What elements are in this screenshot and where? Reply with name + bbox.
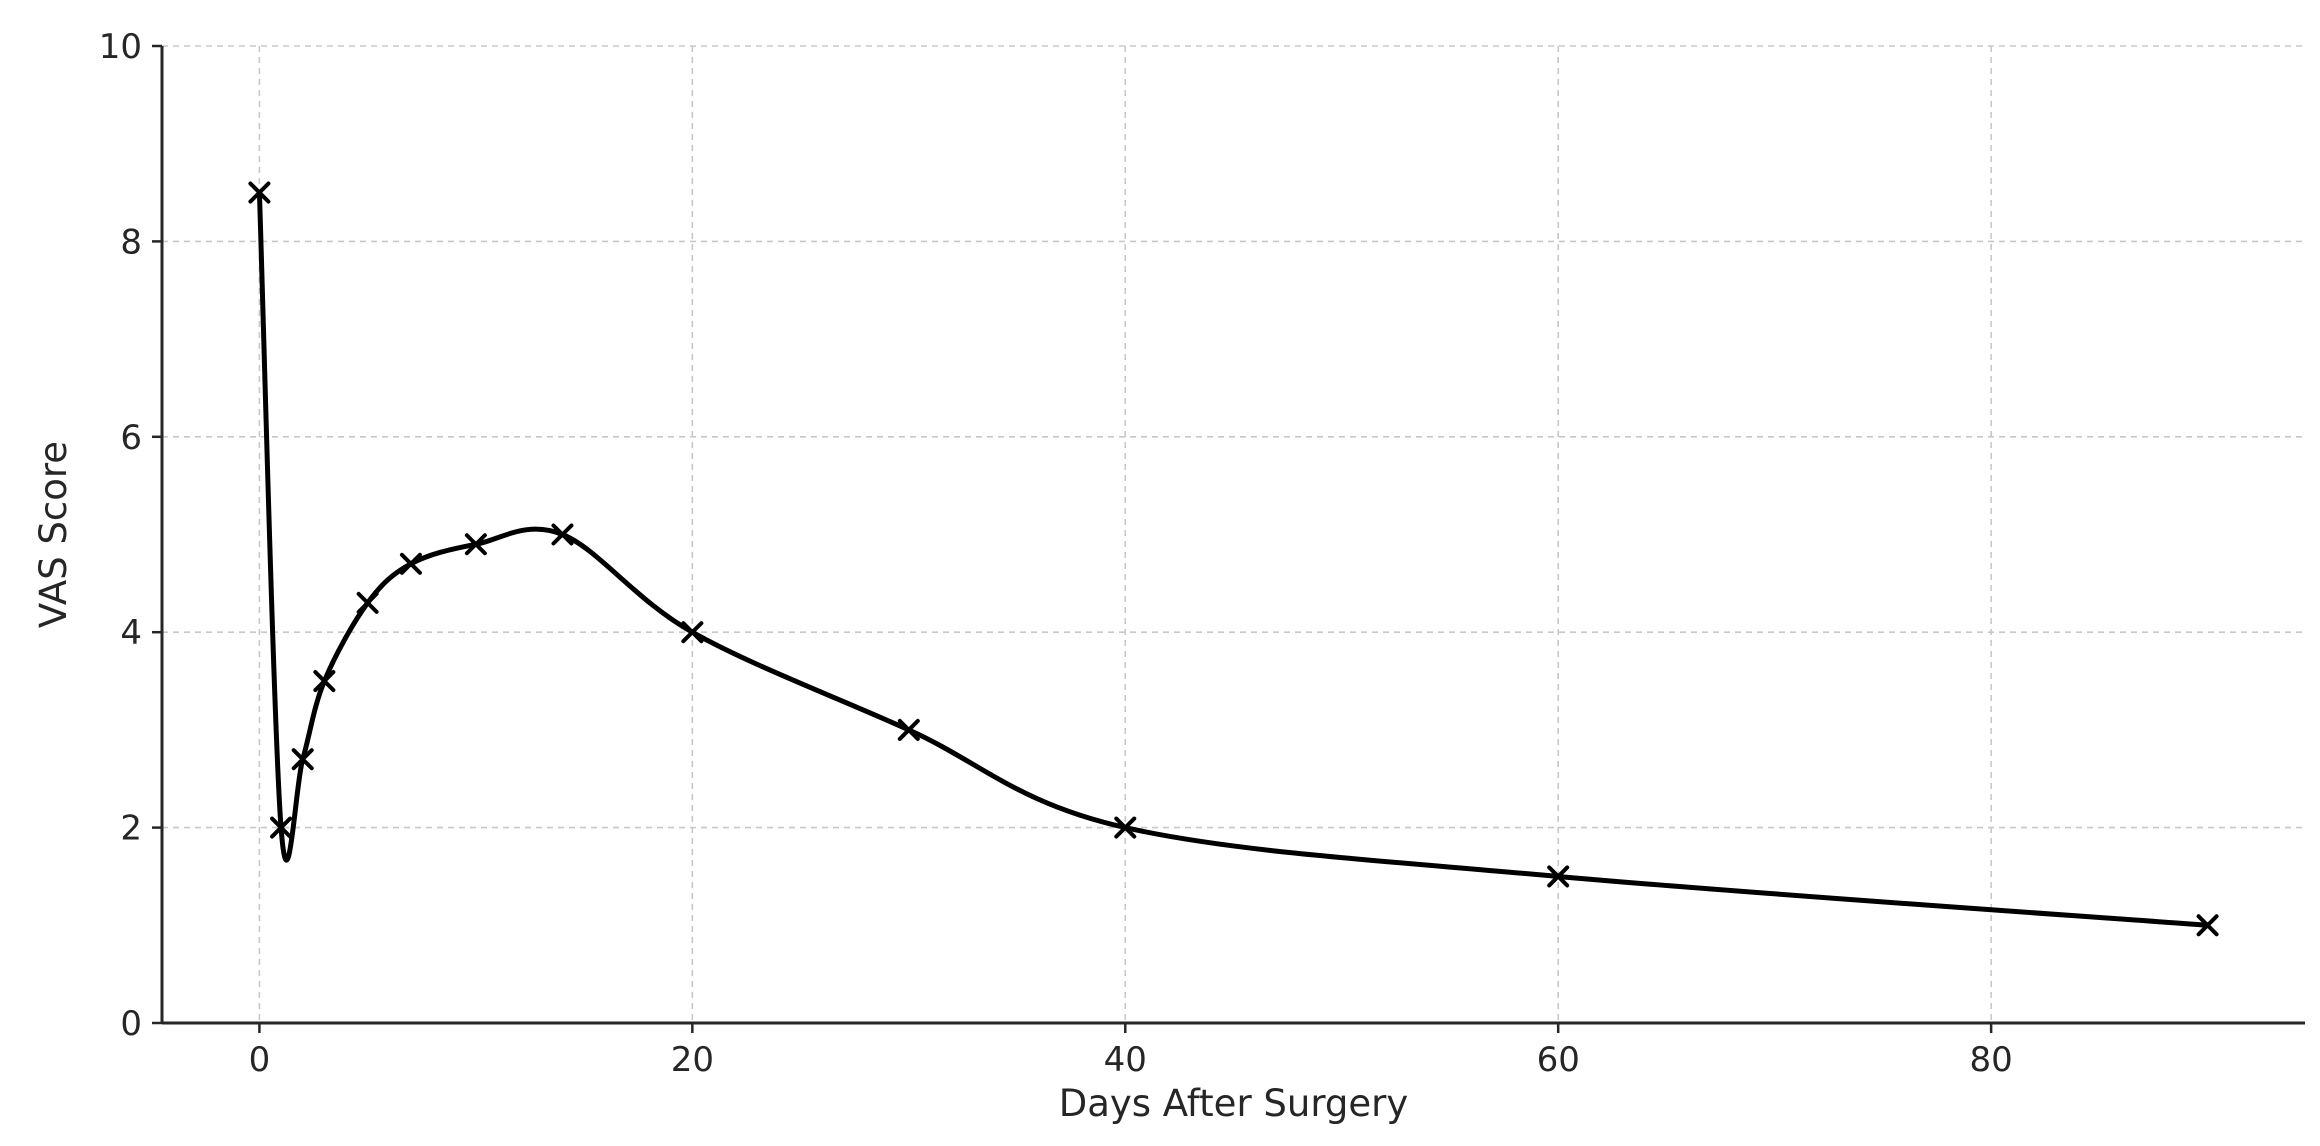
x-axis-title: Days After Surgery xyxy=(1059,1082,1409,1125)
data-point-marker xyxy=(1547,865,1570,888)
data-point-marker xyxy=(551,523,574,546)
data-point-marker xyxy=(248,181,271,204)
x-tick-label: 20 xyxy=(671,1040,714,1080)
ticks: 0 20 40 60 80 0 2 4 6 8 10 xyxy=(99,27,2013,1080)
y-tick-label: 4 xyxy=(120,613,142,653)
y-tick-label: 10 xyxy=(99,27,142,67)
x-tick-label: 0 xyxy=(249,1040,271,1080)
grid xyxy=(162,45,2305,1023)
y-tick-label: 2 xyxy=(120,809,142,849)
y-axis-title: VAS Score xyxy=(32,441,75,628)
y-tick-label: 8 xyxy=(120,222,142,262)
data-point-marker xyxy=(897,718,920,741)
x-tick-label: 80 xyxy=(1969,1040,2012,1080)
y-tick-label: 0 xyxy=(120,1004,142,1044)
series-line xyxy=(256,190,2211,928)
x-tick-label: 40 xyxy=(1104,1040,1147,1080)
data-point-marker xyxy=(270,816,293,839)
data-point-marker xyxy=(1114,816,1137,839)
series xyxy=(248,181,2219,937)
data-point-marker xyxy=(2196,914,2219,937)
data-point-marker xyxy=(464,533,487,556)
data-point-marker xyxy=(356,591,379,614)
y-tick-label: 6 xyxy=(120,418,142,458)
data-point-marker xyxy=(313,670,336,693)
data-point-marker xyxy=(399,552,422,575)
x-tick-label: 60 xyxy=(1537,1040,1580,1080)
data-point-marker xyxy=(681,621,704,644)
data-point-marker xyxy=(291,748,314,771)
axes xyxy=(160,46,2305,1025)
